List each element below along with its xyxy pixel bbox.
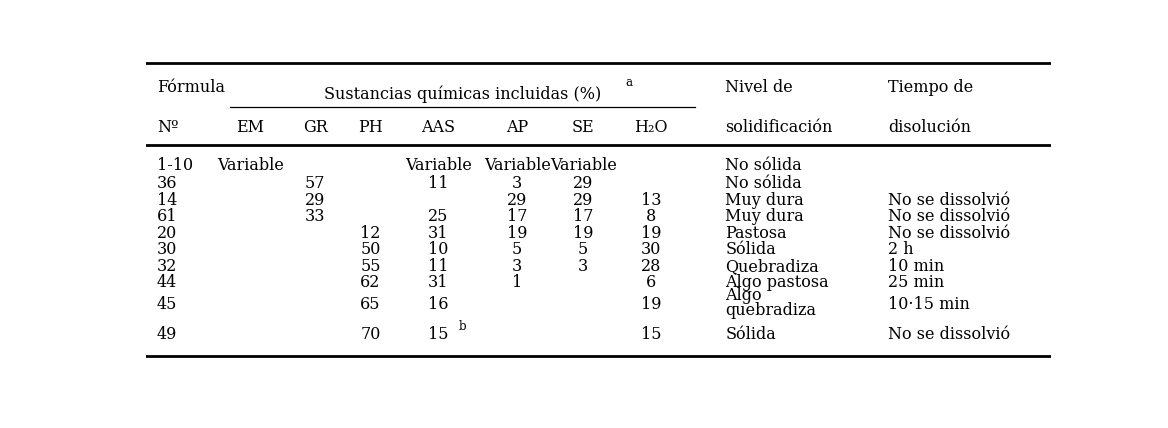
Text: 29: 29 bbox=[305, 192, 326, 209]
Text: 17: 17 bbox=[573, 208, 593, 225]
Text: AP: AP bbox=[506, 119, 528, 136]
Text: 3: 3 bbox=[578, 258, 589, 275]
Text: 19: 19 bbox=[641, 225, 661, 242]
Text: SE: SE bbox=[572, 119, 595, 136]
Text: 65: 65 bbox=[360, 296, 381, 313]
Text: 25: 25 bbox=[429, 208, 449, 225]
Text: 10·15 min: 10·15 min bbox=[888, 296, 971, 313]
Text: 32: 32 bbox=[157, 258, 178, 275]
Text: 49: 49 bbox=[157, 326, 178, 343]
Text: Tiempo de: Tiempo de bbox=[888, 79, 973, 96]
Text: No se dissolvió: No se dissolvió bbox=[888, 225, 1010, 242]
Text: 1-10: 1-10 bbox=[157, 157, 193, 174]
Text: 55: 55 bbox=[360, 258, 381, 275]
Text: 1: 1 bbox=[512, 274, 522, 291]
Text: solidificación: solidificación bbox=[725, 119, 833, 136]
Text: 8: 8 bbox=[646, 208, 656, 225]
Text: Variable: Variable bbox=[550, 157, 617, 174]
Text: No se dissolvió: No se dissolvió bbox=[888, 326, 1010, 343]
Text: Algo pastosa: Algo pastosa bbox=[725, 274, 829, 291]
Text: 17: 17 bbox=[507, 208, 528, 225]
Text: 29: 29 bbox=[507, 192, 527, 209]
Text: GR: GR bbox=[303, 119, 328, 136]
Text: 44: 44 bbox=[157, 274, 178, 291]
Text: Sólida: Sólida bbox=[725, 326, 776, 343]
Text: 25 min: 25 min bbox=[888, 274, 945, 291]
Text: AAS: AAS bbox=[422, 119, 456, 136]
Text: Variable: Variable bbox=[216, 157, 284, 174]
Text: quebradiza: quebradiza bbox=[725, 302, 816, 319]
Text: Variable: Variable bbox=[405, 157, 472, 174]
Text: 30: 30 bbox=[157, 241, 178, 258]
Text: 15: 15 bbox=[429, 326, 449, 343]
Text: 57: 57 bbox=[305, 175, 326, 192]
Text: 19: 19 bbox=[573, 225, 593, 242]
Text: No sólida: No sólida bbox=[725, 175, 802, 192]
Text: 13: 13 bbox=[641, 192, 661, 209]
Text: 36: 36 bbox=[157, 175, 178, 192]
Text: 6: 6 bbox=[646, 274, 656, 291]
Text: 70: 70 bbox=[360, 326, 381, 343]
Text: 30: 30 bbox=[641, 241, 661, 258]
Text: 20: 20 bbox=[157, 225, 178, 242]
Text: 11: 11 bbox=[429, 175, 449, 192]
Text: 28: 28 bbox=[641, 258, 661, 275]
Text: 3: 3 bbox=[512, 258, 522, 275]
Text: 45: 45 bbox=[157, 296, 178, 313]
Text: 61: 61 bbox=[157, 208, 178, 225]
Text: a: a bbox=[625, 76, 632, 89]
Text: Nivel de: Nivel de bbox=[725, 79, 793, 96]
Text: 10 min: 10 min bbox=[888, 258, 945, 275]
Text: 19: 19 bbox=[507, 225, 528, 242]
Text: 2 h: 2 h bbox=[888, 241, 913, 258]
Text: H₂O: H₂O bbox=[634, 119, 668, 136]
Text: 33: 33 bbox=[305, 208, 326, 225]
Text: 19: 19 bbox=[641, 296, 661, 313]
Text: 10: 10 bbox=[429, 241, 449, 258]
Text: No se dissolvió: No se dissolvió bbox=[888, 192, 1010, 209]
Text: 31: 31 bbox=[429, 274, 449, 291]
Text: EM: EM bbox=[236, 119, 264, 136]
Text: Muy dura: Muy dura bbox=[725, 192, 804, 209]
Text: 31: 31 bbox=[429, 225, 449, 242]
Text: No se dissolvió: No se dissolvió bbox=[888, 208, 1010, 225]
Text: 5: 5 bbox=[512, 241, 522, 258]
Text: 62: 62 bbox=[360, 274, 381, 291]
Text: 11: 11 bbox=[429, 258, 449, 275]
Text: Sustancias químicas incluidas (%): Sustancias químicas incluidas (%) bbox=[325, 86, 602, 103]
Text: PH: PH bbox=[359, 119, 383, 136]
Text: 15: 15 bbox=[641, 326, 661, 343]
Text: Quebradiza: Quebradiza bbox=[725, 258, 819, 275]
Text: 29: 29 bbox=[573, 175, 593, 192]
Text: Algo: Algo bbox=[725, 287, 762, 304]
Text: Sólida: Sólida bbox=[725, 241, 776, 258]
Text: 5: 5 bbox=[578, 241, 589, 258]
Text: Fórmula: Fórmula bbox=[157, 79, 225, 96]
Text: 3: 3 bbox=[512, 175, 522, 192]
Text: 12: 12 bbox=[360, 225, 381, 242]
Text: 50: 50 bbox=[360, 241, 381, 258]
Text: No sólida: No sólida bbox=[725, 157, 802, 174]
Text: 16: 16 bbox=[429, 296, 449, 313]
Text: Pastosa: Pastosa bbox=[725, 225, 787, 242]
Text: Muy dura: Muy dura bbox=[725, 208, 804, 225]
Text: Variable: Variable bbox=[484, 157, 550, 174]
Text: Nº: Nº bbox=[157, 119, 179, 136]
Text: 14: 14 bbox=[157, 192, 178, 209]
Text: b: b bbox=[458, 321, 466, 333]
Text: disolución: disolución bbox=[888, 119, 972, 136]
Text: 29: 29 bbox=[573, 192, 593, 209]
